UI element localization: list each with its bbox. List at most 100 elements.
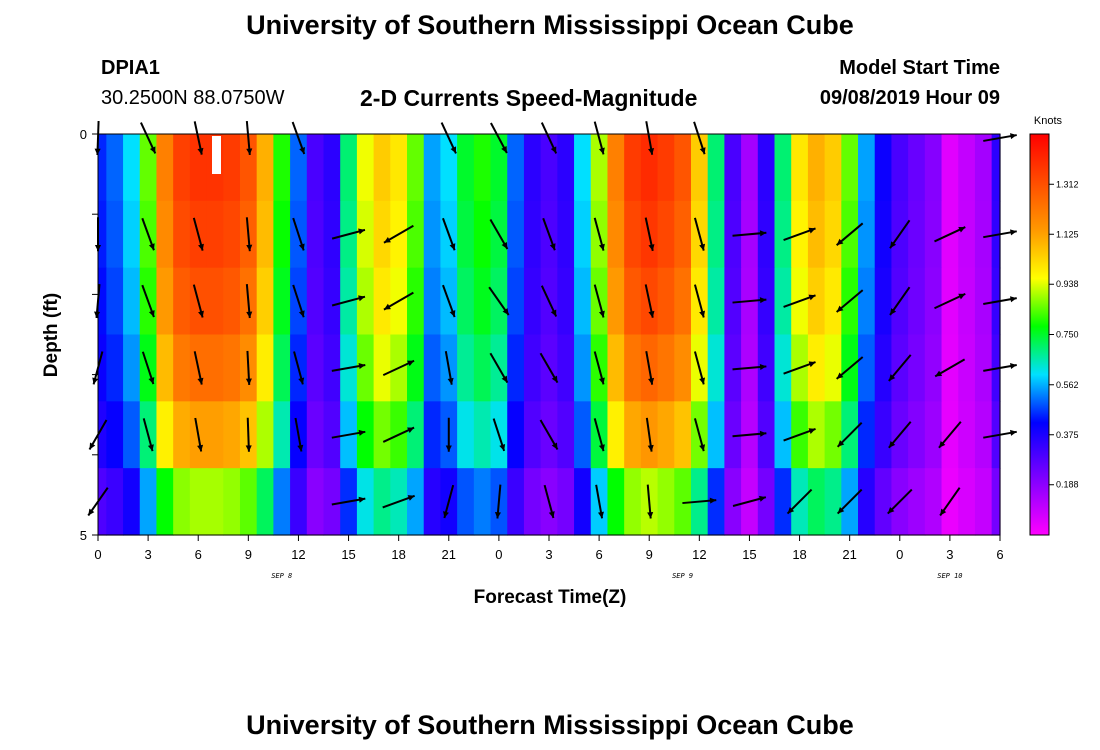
heatmap-cell	[774, 334, 792, 402]
heatmap-cell	[156, 334, 174, 402]
x-tick-label: 21	[442, 547, 456, 562]
current-vector	[888, 354, 912, 382]
x-tick-label: 0	[896, 547, 903, 562]
heatmap-cell	[106, 401, 124, 469]
heatmap-cell	[340, 134, 358, 202]
heatmap-cell	[858, 134, 876, 202]
current-vector	[292, 217, 305, 251]
heatmap-cell	[423, 200, 442, 269]
current-vector	[444, 351, 454, 385]
heatmap-cell	[908, 200, 926, 269]
heatmap-cell	[841, 134, 859, 202]
y-axis: 05	[80, 127, 98, 543]
heatmap-cell	[490, 134, 508, 202]
heatmap-cell	[824, 334, 842, 402]
heatmap-cell	[373, 200, 391, 269]
current-vector	[682, 497, 717, 505]
heatmap-cell	[557, 267, 575, 336]
current-vector	[593, 121, 605, 155]
colorbar-tick-label: 0.188	[1056, 480, 1079, 490]
current-vector	[442, 217, 456, 251]
heatmap-cell	[256, 334, 274, 402]
heatmap-cell	[540, 134, 558, 202]
heatmap-cell	[256, 200, 274, 269]
heatmap-cell	[657, 401, 675, 469]
heatmap-cell	[624, 134, 642, 202]
heatmap-cell	[189, 468, 208, 536]
heatmap-cell	[924, 401, 943, 469]
heatmap-cell	[273, 334, 291, 402]
heatmap-cell	[674, 468, 692, 536]
heatmap-cell	[824, 200, 842, 269]
heatmap-cell	[941, 134, 959, 202]
current-vector	[732, 430, 767, 438]
heatmap-cell	[407, 334, 425, 402]
current-vector	[540, 285, 558, 317]
heatmap-cell	[674, 267, 692, 336]
current-vector	[488, 286, 510, 316]
y-axis-label: Depth (ft)	[41, 293, 62, 377]
heatmap-cell	[173, 134, 191, 202]
current-vector	[888, 421, 912, 449]
heatmap-cell	[98, 334, 107, 402]
heatmap-cell	[574, 134, 592, 202]
heatmap-cell	[624, 334, 642, 402]
heatmap-cell	[323, 334, 341, 402]
current-vector	[934, 226, 966, 243]
x-axis-label: Forecast Time(Z)	[474, 587, 627, 608]
heatmap-cell	[306, 267, 325, 336]
heatmap-cell	[290, 468, 308, 536]
heatmap-cell	[974, 468, 993, 536]
current-vector	[644, 284, 655, 318]
heatmap-cell	[707, 401, 725, 469]
x-tick-label: 6	[996, 547, 1003, 562]
colorbar-ticks: 1.312 1.125 0.938 0.750 0.562 0.375 0.188	[1049, 179, 1079, 490]
heatmap-cell	[206, 200, 224, 269]
current-vector	[645, 417, 654, 452]
chart-subtitle: 2-D Currents Speed-Magnitude	[360, 85, 698, 111]
heatmap-cell	[373, 334, 391, 402]
heatmap-cell	[707, 468, 725, 536]
heatmap-cell	[423, 334, 442, 402]
heatmap-cell	[607, 468, 625, 536]
heatmap-cell	[908, 267, 926, 336]
heatmap-cell	[908, 468, 926, 536]
heatmap-cell	[223, 334, 241, 402]
heatmap-cell	[557, 134, 575, 202]
heatmap-cell	[139, 468, 158, 536]
y-tick-label: 0	[80, 127, 87, 142]
heatmap-cell	[273, 267, 291, 336]
x-tick-label: 0	[495, 547, 502, 562]
heatmap-cell	[824, 468, 842, 536]
heatmap-cell	[356, 468, 375, 536]
heatmap-cell	[123, 468, 141, 536]
heatmap-cell	[473, 267, 492, 336]
x-tick-label: 18	[391, 547, 405, 562]
x-tick-label: 18	[792, 547, 806, 562]
current-vector	[542, 217, 556, 251]
footer-title: University of Southern Mississippi Ocean…	[246, 710, 854, 740]
heatmap-cell	[724, 401, 742, 469]
heatmap-cell	[523, 401, 542, 469]
heatmap-cell	[306, 401, 325, 469]
heatmap-cell	[991, 468, 1001, 536]
heatmap-cell	[824, 401, 842, 469]
heatmap-cell	[724, 267, 742, 336]
heatmap-cell	[707, 267, 725, 336]
current-vector	[783, 294, 816, 308]
heatmap-cell	[674, 401, 692, 469]
heatmap-cell	[507, 134, 525, 202]
heatmap-cell	[223, 200, 241, 269]
heatmap-cell	[858, 267, 876, 336]
heatmap-cell	[473, 401, 492, 469]
current-vector	[939, 487, 961, 517]
current-vector	[245, 350, 252, 385]
current-vector	[245, 217, 253, 252]
heatmap-cell	[707, 134, 725, 202]
heatmap-cell	[557, 200, 575, 269]
current-vector	[836, 422, 863, 448]
heatmap-cell	[106, 267, 124, 336]
heatmap-cell	[390, 134, 408, 202]
heatmap-cell	[423, 267, 442, 336]
heatmap-cell	[106, 468, 124, 536]
